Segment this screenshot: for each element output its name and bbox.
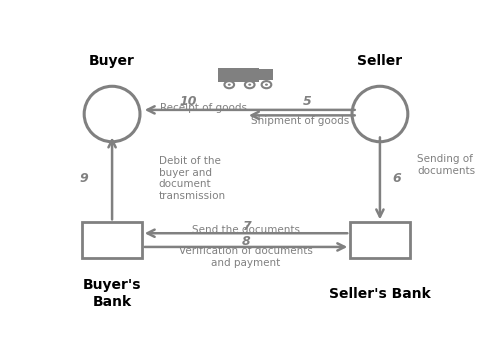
- FancyBboxPatch shape: [218, 68, 259, 82]
- Text: Verification of documents
and payment: Verification of documents and payment: [179, 246, 313, 268]
- Circle shape: [245, 81, 254, 88]
- Text: Send the documents: Send the documents: [192, 225, 300, 235]
- Text: Sending of
documents: Sending of documents: [417, 154, 475, 176]
- FancyBboxPatch shape: [258, 69, 273, 80]
- Text: Seller: Seller: [357, 53, 403, 68]
- Text: Debit of the
buyer and
document
transmission: Debit of the buyer and document transmis…: [158, 156, 226, 201]
- Circle shape: [225, 81, 234, 88]
- Text: Receipt of goods: Receipt of goods: [160, 103, 247, 113]
- Circle shape: [265, 84, 268, 86]
- Text: Seller's Bank: Seller's Bank: [329, 287, 431, 300]
- Text: 5: 5: [303, 95, 312, 108]
- Circle shape: [228, 84, 231, 86]
- Text: Shipment of goods: Shipment of goods: [251, 116, 349, 126]
- Text: 9: 9: [80, 172, 88, 185]
- Bar: [83, 222, 142, 258]
- Text: 10: 10: [180, 95, 197, 108]
- Text: Buyer: Buyer: [89, 53, 135, 68]
- Circle shape: [262, 81, 271, 88]
- Bar: [350, 222, 410, 258]
- Text: Buyer's
Bank: Buyer's Bank: [83, 278, 141, 309]
- Text: 7: 7: [241, 220, 251, 233]
- Text: 6: 6: [392, 172, 401, 185]
- Text: 8: 8: [241, 235, 251, 248]
- Circle shape: [248, 84, 251, 86]
